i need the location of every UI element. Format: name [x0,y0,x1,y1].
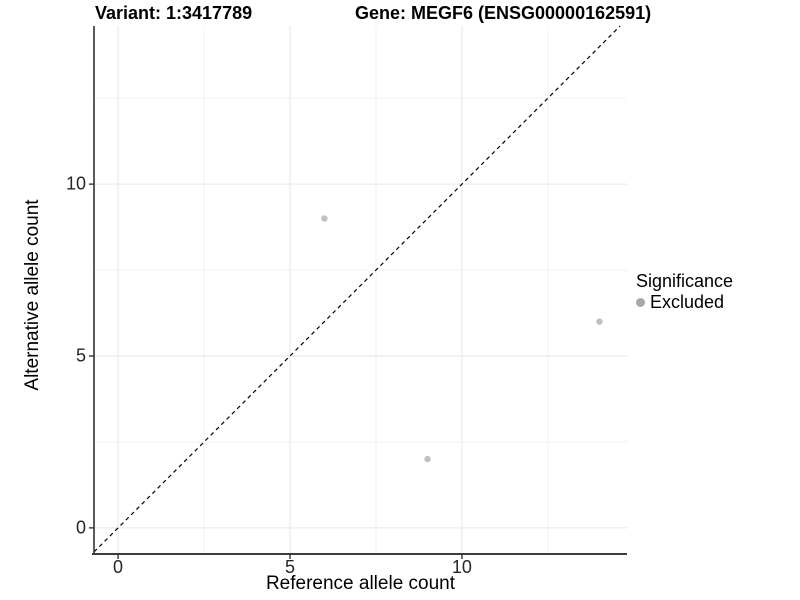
legend: Significance Excluded [636,271,733,313]
y-axis-title: Alternative allele count [22,199,43,391]
data-point [321,215,328,222]
data-point [596,318,603,325]
x-axis-title: Reference allele count [265,573,456,594]
legend-item-excluded: Excluded [636,292,733,313]
legend-title: Significance [636,271,734,291]
y-tick-label: 10 [65,173,86,194]
legend-item-label: Excluded [650,292,725,312]
y-tick-label: 0 [75,517,86,538]
y-tick-label: 5 [75,345,86,366]
identity-line [93,25,621,553]
x-tick-label: 10 [451,557,472,577]
data-point [424,455,431,463]
legend-key-dot-icon [636,298,645,307]
x-tick-label: 5 [284,557,296,577]
variant-title: Variant: 1:3417789 [95,3,253,23]
x-tick-label: 0 [113,557,124,577]
gene-title: Gene: MEGF6 (ENSG00000162591) [355,3,652,23]
